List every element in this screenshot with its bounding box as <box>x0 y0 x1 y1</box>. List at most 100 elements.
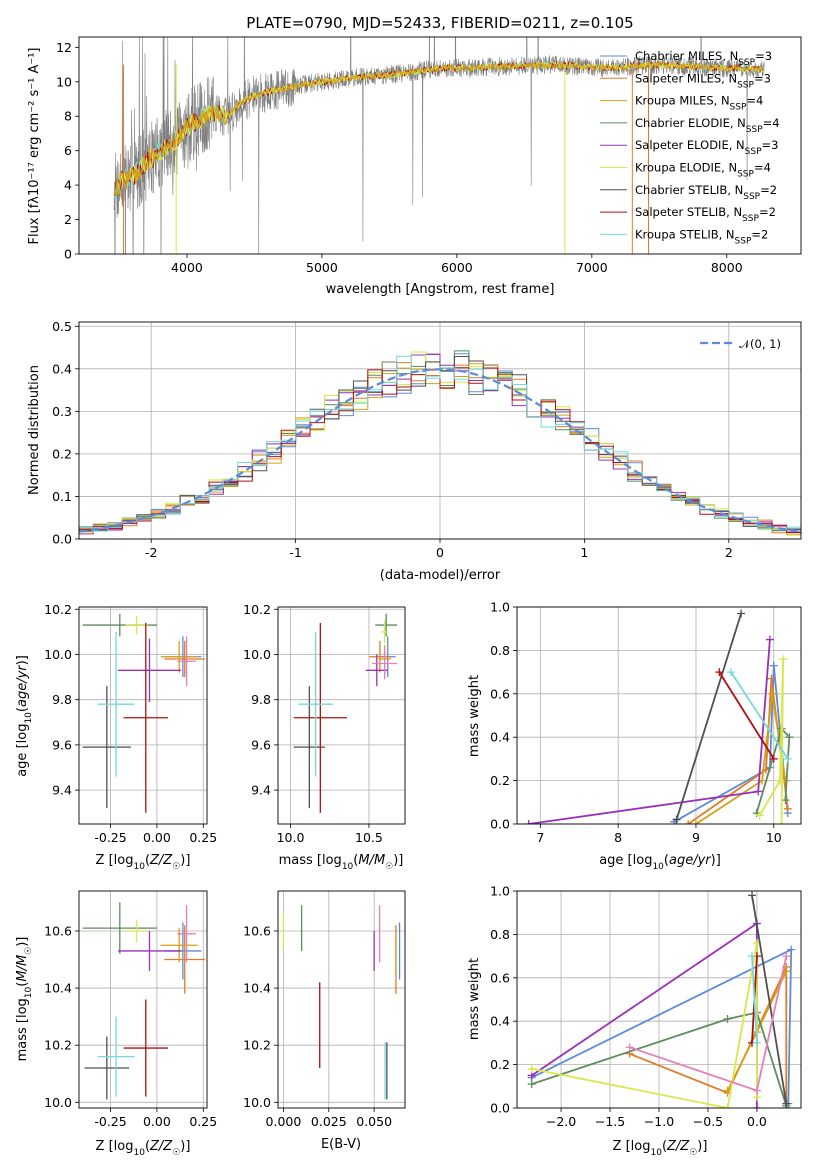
error-cross <box>97 631 135 777</box>
normal-distribution-line <box>79 368 801 533</box>
plus-marker <box>726 668 735 677</box>
x-tick-label: 0.000 <box>266 1114 302 1129</box>
x-axis-label: mass [log10(M/M☉)] <box>279 853 404 872</box>
error-cross <box>293 622 347 813</box>
mass-weight-vs-age-panel: 7 8 9 10 0.0 0.2 0.4 0.6 0.8 1.0 age [log10(age/yr… <box>467 600 802 872</box>
x-tick-label: −1.0 <box>644 1114 674 1129</box>
axes-frame <box>516 606 802 825</box>
plus-marker <box>781 796 790 805</box>
x-tick-label: 0.00 <box>143 830 171 845</box>
plot-area <box>82 613 206 813</box>
y-tick-label: 8 <box>64 109 72 124</box>
x-tick-label: 0.25 <box>189 830 217 845</box>
x-tick-label: 0.00 <box>143 1114 171 1129</box>
error-cross <box>381 620 388 644</box>
mass-weight-line <box>528 639 771 824</box>
plus-marker <box>777 820 786 824</box>
residual-histogram-line <box>79 353 801 535</box>
y-tick-label: 9.4 <box>52 783 72 798</box>
y-tick-label: 9.8 <box>52 692 72 707</box>
y-tick-label: 10.2 <box>243 602 271 617</box>
mass-weight-line <box>730 671 789 760</box>
y-tick-label: 0.2 <box>52 446 72 461</box>
axes-frame <box>78 890 208 1109</box>
y-tick-label: 0.8 <box>490 643 510 658</box>
y-tick-label: 10.0 <box>243 1095 271 1110</box>
plus-marker <box>779 655 788 664</box>
error-cross <box>375 613 398 637</box>
error-cross <box>368 640 391 673</box>
x-tick-label: -1 <box>289 545 301 560</box>
plot-area <box>527 891 796 1108</box>
y-tick-label: 9.6 <box>52 737 72 752</box>
plus-marker <box>723 1015 732 1024</box>
error-cross <box>123 999 169 1097</box>
axes-frame <box>277 606 406 825</box>
x-tick-label: 10 <box>766 830 782 845</box>
x-tick-label: -0.25 <box>94 830 126 845</box>
y-tick-label: 0.8 <box>490 927 510 942</box>
x-tick-label: 2 <box>725 545 733 560</box>
x-tick-label: −0.5 <box>693 1114 723 1129</box>
y-tick-label: 10.0 <box>44 1095 72 1110</box>
mass-weight-line <box>531 1011 788 1107</box>
plot-area <box>524 609 794 824</box>
y-tick-label: 1.0 <box>490 884 510 899</box>
legend-entry: Salpeter ELODIE, NSSP=3 <box>635 138 778 157</box>
y-tick-label: 4 <box>64 178 72 193</box>
error-cross <box>123 622 169 813</box>
y-tick-label: 0.6 <box>490 686 510 701</box>
axes-frame <box>277 890 406 1109</box>
plus-marker <box>723 1104 732 1108</box>
plot-area <box>293 613 398 813</box>
x-tick-label: 4000 <box>171 260 203 275</box>
error-cross <box>82 902 157 954</box>
plus-marker <box>787 945 796 954</box>
plus-marker <box>754 787 763 796</box>
plus-marker <box>691 820 700 824</box>
error-cross <box>125 919 148 943</box>
age-vs-mass-panel: 10.0 10.5 9.4 9.6 9.8 10.0 10.2 mass [log10(M/M… <box>243 602 406 872</box>
x-tick-label: 0.25 <box>189 1114 217 1129</box>
y-axis-label: Normed distribution <box>27 365 42 495</box>
y-tick-label: 10.0 <box>44 647 72 662</box>
x-tick-label: 9 <box>692 830 700 845</box>
residual-histogram-line <box>79 355 801 532</box>
mass-weight-line <box>718 671 775 760</box>
y-tick-label: 10.4 <box>243 981 271 996</box>
x-tick-label: 10.0 <box>277 830 305 845</box>
plus-marker <box>737 609 746 618</box>
y-tick-label: 9.4 <box>251 783 271 798</box>
x-tick-label: 6000 <box>441 260 473 275</box>
y-axis-label: Flux [fλ10⁻¹⁷ erg cm⁻² s⁻¹ A⁻¹] <box>27 48 42 245</box>
x-axis-label: Z [log10(Z/Z☉)] <box>96 853 191 872</box>
x-tick-label: 1 <box>580 545 588 560</box>
x-axis-label: age [log10(age/yr)] <box>599 853 721 872</box>
axes-frame <box>78 606 208 825</box>
legend-entry: Kroupa MILES, NSSP=4 <box>635 94 763 113</box>
mass-weight-line <box>531 921 758 1108</box>
plus-marker <box>715 668 724 677</box>
mass-vs-reddening-panel: 0.000 0.025 0.050 10.0 10.2 10.4 10.6 E(B-V) <box>243 890 406 1152</box>
axes-frame <box>78 36 802 255</box>
legend-entry: Kroupa ELODIE, NSSP=4 <box>635 161 771 180</box>
error-cross <box>177 905 196 963</box>
y-tick-label: 2 <box>64 212 72 227</box>
model-spectrum-line <box>113 60 765 196</box>
error-cross <box>117 930 182 971</box>
x-tick-label: −1.5 <box>595 1114 625 1129</box>
mass-weight-line <box>759 659 784 824</box>
plus-marker <box>752 1086 761 1095</box>
y-axis-label: mass [log10(M/M☉)] <box>15 937 34 1062</box>
x-axis-label: (data-model)/error <box>380 568 501 583</box>
plus-marker <box>765 635 774 644</box>
y-tick-label: 0.0 <box>490 1101 510 1116</box>
y-tick-label: 9.6 <box>251 737 271 752</box>
error-cross <box>82 686 131 809</box>
legend-entry: Chabrier STELIB, NSSP=2 <box>635 183 777 202</box>
plus-marker <box>672 815 681 824</box>
x-tick-label: 8000 <box>711 260 743 275</box>
x-axis-label: Z [log10(Z/Z☉)] <box>96 1139 191 1158</box>
mass-weight-line <box>751 956 758 1043</box>
plus-marker <box>782 952 791 961</box>
